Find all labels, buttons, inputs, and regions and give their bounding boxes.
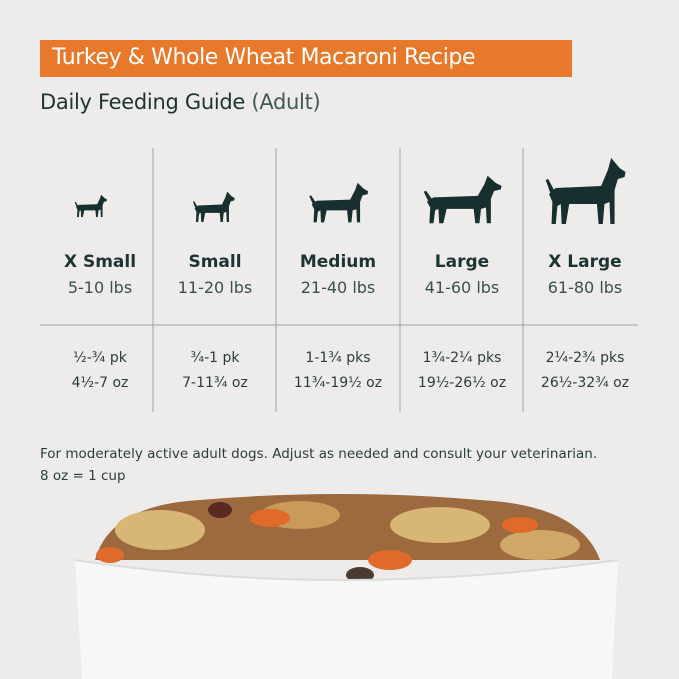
title: Turkey & Whole Wheat Macaroni Recipe: [52, 45, 476, 70]
bowl-food: [74, 494, 619, 679]
size-column: Medium 21-40 lbs: [278, 252, 398, 297]
size-column: X Small 5-10 lbs: [40, 252, 160, 297]
portion-cell: 1¾-2¼ pks 19½-26½ oz: [402, 346, 522, 396]
footer-note: For moderately active adult dogs. Adjust…: [40, 446, 598, 462]
dividers: [40, 148, 638, 412]
ounces: 26½-32¾ oz: [540, 375, 630, 391]
subtitle: Daily Feeding Guide (Adult): [40, 90, 321, 114]
packs: ¾-1 pk: [190, 350, 240, 366]
packs: ½-¾ pk: [73, 350, 127, 366]
packs: 1¾-2¼ pks: [422, 350, 502, 366]
weight-range: 61-80 lbs: [547, 278, 623, 297]
portion-cell: 2¼-2¾ pks 26½-32¾ oz: [525, 346, 645, 396]
ounces: 7-11¾ oz: [182, 375, 248, 391]
packs: 1-1¾ pks: [305, 350, 371, 366]
subtitle-note: (Adult): [251, 90, 321, 114]
portion-cell: ¾-1 pk 7-11¾ oz: [155, 346, 275, 396]
title-banner: Turkey & Whole Wheat Macaroni Recipe: [40, 40, 572, 77]
size-column: X Large 61-80 lbs: [525, 252, 645, 297]
size-name: Medium: [299, 252, 377, 272]
weight-range: 21-40 lbs: [300, 278, 376, 297]
ounces: 11¾-19½ oz: [293, 375, 383, 391]
weight-range: 5-10 lbs: [67, 278, 133, 297]
subtitle-main: Daily Feeding Guide: [40, 90, 246, 114]
size-name: Large: [434, 252, 490, 272]
packs: 2¼-2¾ pks: [545, 350, 625, 366]
size-name: X Large: [548, 252, 622, 272]
size-name: X Small: [63, 252, 137, 272]
weight-range: 41-60 lbs: [424, 278, 500, 297]
size-column: Large 41-60 lbs: [402, 252, 522, 297]
size-column: Small 11-20 lbs: [155, 252, 275, 297]
dog-icons: [74, 158, 626, 224]
footer: For moderately active adult dogs. Adjust…: [40, 443, 597, 487]
size-name: Small: [188, 252, 242, 272]
weight-range: 11-20 lbs: [177, 278, 253, 297]
portion-cell: 1-1¾ pks 11¾-19½ oz: [278, 346, 398, 396]
ounces: 4½-7 oz: [71, 375, 129, 391]
ounces: 19½-26½ oz: [417, 375, 507, 391]
footer-conversion: 8 oz = 1 cup: [40, 468, 126, 484]
portion-cell: ½-¾ pk 4½-7 oz: [40, 346, 160, 396]
